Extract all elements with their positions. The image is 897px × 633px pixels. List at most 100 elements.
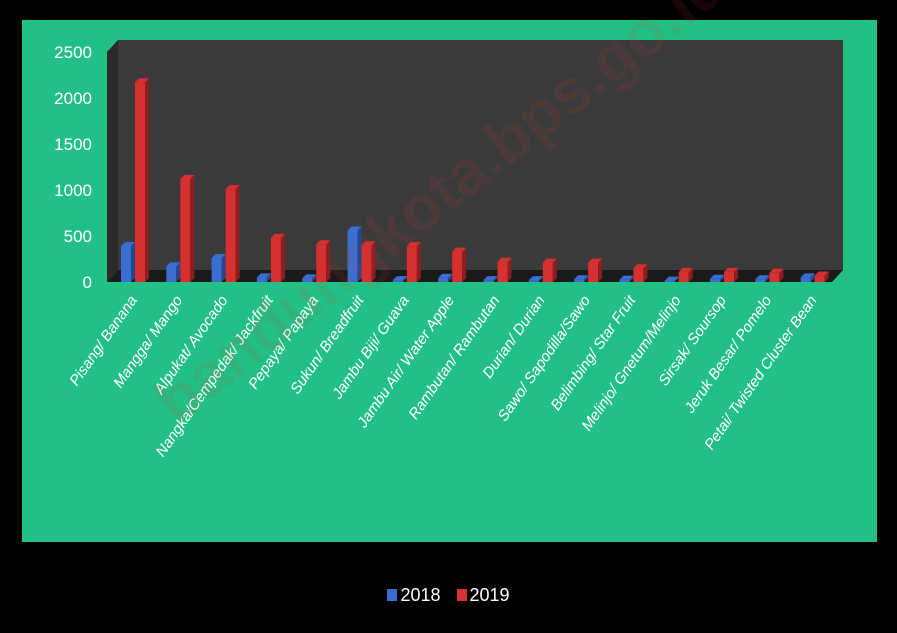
bar-side	[312, 274, 317, 282]
bar-top	[211, 254, 226, 259]
bar-side	[629, 275, 634, 282]
bar-top	[800, 273, 815, 278]
bar-top	[528, 276, 543, 281]
bar-front	[483, 280, 494, 282]
bar-front	[724, 271, 735, 282]
bar-side	[190, 174, 195, 282]
bar-top	[755, 275, 770, 280]
bar-top	[361, 241, 376, 246]
bar-front	[392, 280, 403, 282]
y-tick-label: 1000	[54, 181, 92, 200]
bar-top	[452, 247, 467, 252]
bar-front	[316, 244, 327, 282]
bar-2018-5	[347, 226, 362, 282]
y-tick-label: 500	[64, 227, 92, 246]
bar-front	[225, 189, 236, 282]
bar-top	[542, 258, 557, 263]
bar-side	[507, 257, 512, 282]
bar-top	[724, 267, 739, 272]
bar-side	[176, 262, 181, 282]
bar-2019-7	[452, 247, 467, 282]
bar-side	[131, 242, 135, 282]
bar-2019-2	[225, 185, 240, 282]
bar-2019-0	[135, 78, 149, 282]
bar-side	[448, 273, 453, 282]
bar-top	[347, 226, 362, 231]
bar-top	[619, 275, 634, 280]
bar-side	[720, 274, 725, 282]
bar-2018-1	[166, 262, 181, 282]
bar-side	[734, 267, 739, 282]
bar-side	[235, 185, 240, 282]
bar-2018-15	[800, 273, 815, 282]
bar-2018-13	[710, 274, 725, 282]
bar-2019-9	[542, 258, 557, 282]
legend: 2018 2019	[0, 580, 897, 610]
bar-2018-2	[211, 254, 226, 282]
bar-top	[633, 264, 648, 269]
bar-top	[180, 174, 195, 179]
bar-top	[121, 242, 135, 247]
bar-front	[121, 246, 131, 282]
bar-2019-6	[406, 242, 421, 282]
bar-top	[769, 268, 784, 273]
bar-front	[769, 272, 780, 282]
bar-2019-1	[180, 174, 195, 282]
bar-front	[678, 271, 689, 282]
bar-top	[588, 258, 603, 263]
y-tick-label: 1500	[54, 135, 92, 154]
bar-2018-7	[438, 273, 453, 282]
bar-front	[211, 258, 222, 282]
bar-2018-14	[755, 275, 770, 282]
bar-top	[270, 233, 285, 238]
bar-side	[674, 276, 679, 282]
bar-side	[824, 271, 829, 282]
bar-2018-12	[664, 276, 679, 282]
bar-front	[166, 266, 177, 282]
bar-front	[361, 245, 372, 282]
legend-swatch-2018	[387, 589, 398, 601]
bar-side	[552, 258, 557, 282]
bar-2019-8	[497, 257, 512, 282]
bar-side	[266, 273, 271, 282]
bar-front	[800, 277, 811, 282]
bar-front	[814, 275, 825, 282]
bar-front	[347, 230, 358, 282]
bar-top	[574, 275, 589, 280]
bar-2018-3	[256, 273, 271, 282]
bars	[121, 78, 829, 282]
bar-front	[180, 178, 191, 282]
bar-top	[302, 274, 317, 279]
bar-top	[710, 274, 725, 279]
bar-front	[619, 279, 630, 282]
bar-front	[664, 280, 675, 282]
bar-top	[135, 78, 149, 83]
legend-label-2018: 2018	[400, 584, 441, 605]
bar-2018-6	[392, 276, 407, 282]
bar-top	[483, 276, 498, 281]
bar-side	[402, 276, 407, 282]
bar-front	[588, 262, 599, 282]
y-tick-label: 2000	[54, 89, 92, 108]
bar-side	[598, 258, 603, 282]
legend-swatch-2019	[456, 589, 467, 601]
y-tick-label: 2500	[54, 43, 92, 62]
bar-side	[371, 241, 376, 282]
bar-front	[452, 251, 463, 282]
bar-side	[416, 242, 421, 282]
bar-top	[438, 273, 453, 278]
bar-side	[221, 254, 226, 282]
bar-top	[664, 276, 679, 281]
bar-2019-11	[633, 264, 648, 282]
bar-top	[814, 271, 829, 276]
bar-side	[326, 240, 331, 282]
y-tick-label: 0	[83, 273, 92, 292]
bar-side	[493, 276, 498, 282]
bar-front	[528, 280, 539, 282]
bar-2019-4	[316, 240, 331, 282]
bar-front	[542, 262, 553, 282]
bar-front	[302, 278, 313, 282]
bar-side	[462, 247, 467, 282]
bar-2019-15	[814, 271, 829, 282]
bar-side	[779, 268, 784, 282]
